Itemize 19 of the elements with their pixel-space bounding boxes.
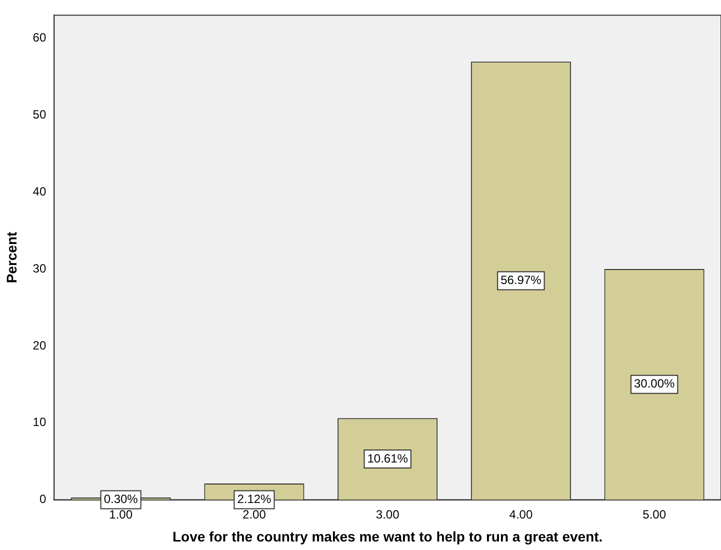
y-tick-label: 60 [32,30,46,45]
y-tick-label: 30 [32,261,46,276]
y-tick-label: 40 [32,184,46,198]
data-label: 10.61% [367,451,408,466]
x-tick-label: 3.00 [376,507,400,522]
x-tick-label: 2.00 [242,507,266,522]
y-tick-label: 20 [32,338,46,352]
data-label: 0.30% [104,492,138,506]
data-label: 56.97% [500,273,542,288]
x-tick-label: 5.00 [642,507,666,522]
data-label: 30.00% [634,376,675,391]
data-label: 2.12% [237,492,272,506]
y-tick-label: 50 [32,108,46,122]
y-axis-title: Percent [3,231,20,284]
x-tick-label: 4.00 [509,507,533,522]
y-tick-label: 0 [39,492,46,506]
y-tick-label: 10 [32,415,46,430]
x-tick-label: 1.00 [109,507,133,522]
x-axis-title: Love for the country makes me want to help to run a great event. [172,528,603,544]
